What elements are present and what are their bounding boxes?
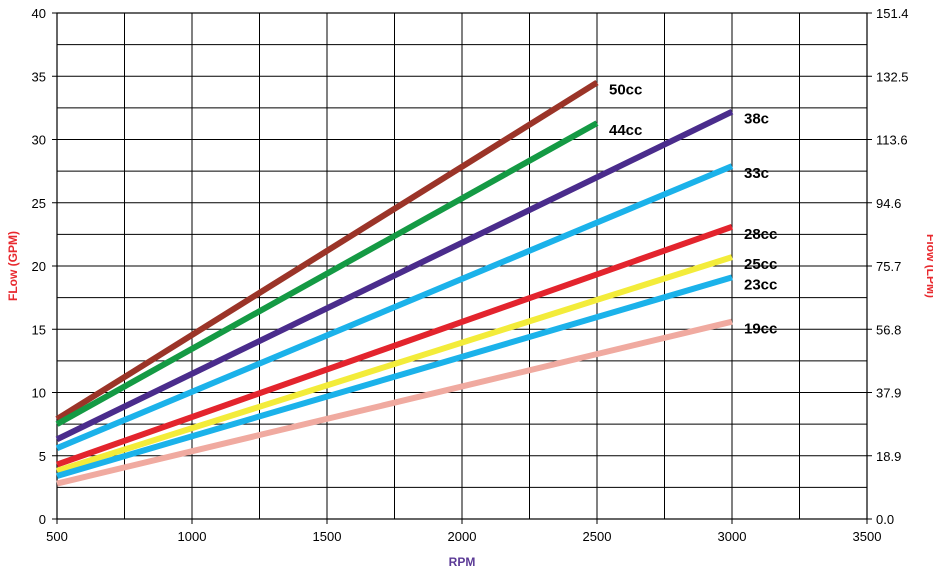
y-tick-label: 0 [39, 512, 46, 527]
series-line-50cc [55, 80, 599, 422]
y2-tick-label: 0.0 [876, 512, 894, 527]
x-tick-label: 3500 [853, 529, 882, 544]
series-line-19cc [56, 318, 733, 487]
series-label-23cc: 23cc [744, 276, 777, 293]
series-label-33c: 33c [744, 165, 769, 182]
x-tick-label: 1500 [313, 529, 342, 544]
series-line-38c [55, 109, 734, 442]
y-tick-label: 5 [39, 449, 46, 464]
series-label-44cc: 44cc [609, 122, 642, 139]
y-axis-title: FLow (GPM) [6, 231, 20, 301]
tick-labels: 500 1000 1500 2000 2500 3000 3500 0 5 10 15 20 25 30 3… [32, 6, 909, 544]
series-label-50cc: 50cc [609, 82, 642, 99]
series-line-25cc [56, 254, 733, 474]
y2-tick-label: 75.7 [876, 259, 901, 274]
y2-tick-label: 132.5 [876, 69, 909, 84]
y-tick-label: 15 [32, 322, 46, 337]
y-tick-label: 40 [32, 6, 46, 21]
series-lines [55, 80, 734, 487]
series-label-28cc: 28cc [744, 226, 777, 243]
series-labels: 50cc 44cc 38c 33c 28cc 25cc 23cc 19cc [609, 82, 777, 338]
y-tick-label: 10 [32, 386, 46, 401]
y-tick-label: 30 [32, 133, 46, 148]
x-tick-label: 500 [46, 529, 68, 544]
series-label-38c: 38c [744, 111, 769, 128]
y2-tick-label: 18.9 [876, 449, 901, 464]
y2-tick-label: 113.6 [876, 133, 908, 148]
y2-tick-label: 37.9 [876, 386, 901, 401]
series-line-23cc [56, 274, 733, 479]
x-tick-label: 2500 [583, 529, 612, 544]
x-tick-label: 1000 [178, 529, 207, 544]
series-line-44cc [55, 120, 599, 427]
x-tick-label: 3000 [718, 529, 747, 544]
y-tick-label: 35 [32, 69, 46, 84]
y2-axis-title: Flow (LPM) [924, 234, 933, 298]
series-line-28cc [56, 223, 733, 468]
y2-tick-label: 94.6 [876, 196, 901, 211]
series-label-19cc: 19cc [744, 321, 777, 338]
series-label-25cc: 25cc [744, 256, 777, 273]
y-tick-label: 20 [32, 259, 46, 274]
x-axis-title: RPM [449, 555, 476, 569]
y2-tick-label: 151.4 [876, 6, 909, 21]
y2-tick-label: 56.8 [876, 322, 901, 337]
y-tick-label: 25 [32, 196, 46, 211]
series-line-33c [55, 163, 734, 451]
x-tick-label: 2000 [448, 529, 477, 544]
